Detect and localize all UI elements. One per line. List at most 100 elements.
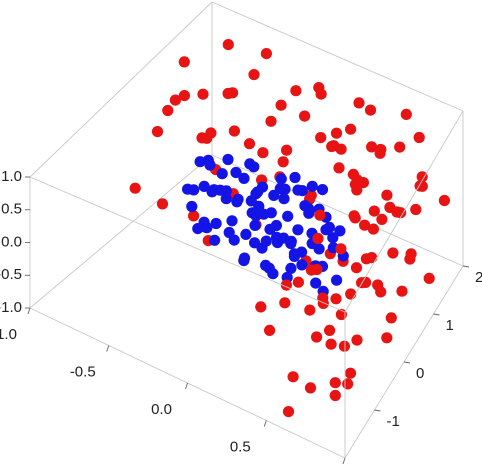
red-data-point <box>396 285 408 297</box>
red-data-point <box>385 312 397 324</box>
red-data-point <box>374 147 386 159</box>
red-data-point <box>313 82 325 94</box>
red-data-point <box>311 263 323 276</box>
red-data-point <box>423 272 435 284</box>
red-data-point <box>366 141 378 153</box>
blue-data-point <box>316 184 329 196</box>
red-data-point <box>335 143 347 155</box>
blue-data-point <box>194 156 206 168</box>
red-data-point <box>330 293 342 305</box>
red-data-point <box>351 184 363 196</box>
box-edge <box>211 154 464 267</box>
red-data-point <box>304 304 316 316</box>
x-tick-label: 0.5 <box>230 438 251 455</box>
blue-data-point <box>238 172 250 184</box>
red-data-point <box>330 127 343 139</box>
blue-data-point <box>292 224 304 236</box>
red-data-point <box>169 94 181 106</box>
red-data-point <box>333 162 345 174</box>
blue-data-point <box>244 158 256 170</box>
red-data-point <box>384 201 396 213</box>
x-tick-mark <box>106 345 110 352</box>
red-data-point <box>345 123 357 135</box>
blue-data-point <box>223 226 235 239</box>
red-data-point <box>387 247 399 259</box>
box-edge <box>344 110 464 313</box>
red-data-point <box>257 147 269 159</box>
blue-data-point <box>282 210 294 222</box>
blue-data-point <box>226 215 238 227</box>
blue-data-point <box>231 196 243 208</box>
blue-data-point <box>331 274 343 286</box>
red-data-point <box>376 213 388 225</box>
red-data-point <box>304 382 317 394</box>
red-data-point <box>162 104 174 117</box>
red-data-point <box>360 276 372 288</box>
red-data-point <box>344 367 357 379</box>
blue-data-point <box>238 255 250 267</box>
red-data-point <box>197 88 209 100</box>
blue-data-point <box>275 173 287 185</box>
red-data-point <box>353 97 365 109</box>
red-data-point <box>151 126 164 138</box>
blue-data-point <box>245 195 257 207</box>
blue-data-point <box>288 250 300 262</box>
red-data-point <box>292 276 304 288</box>
blue-data-point <box>186 200 198 213</box>
red-data-point <box>290 85 302 97</box>
red-data-point <box>400 108 412 120</box>
x-tick-mark <box>342 457 346 465</box>
red-data-point <box>338 340 350 352</box>
red-data-point <box>329 377 341 389</box>
red-data-point <box>345 288 357 300</box>
blue-data-point <box>222 153 234 166</box>
blue-data-point <box>289 171 301 184</box>
y-tick-label: 1 <box>446 317 454 334</box>
red-data-point <box>312 232 324 245</box>
red-data-point <box>243 138 256 150</box>
red-data-point <box>275 99 287 111</box>
red-data-point <box>438 194 450 207</box>
box-edge <box>29 1 213 178</box>
red-data-point <box>410 203 422 216</box>
box-edge <box>29 176 346 313</box>
red-data-point <box>349 212 361 224</box>
red-data-point <box>405 248 417 260</box>
blue-data-point <box>299 200 311 212</box>
red-data-point <box>281 144 293 156</box>
y-tick-mark <box>374 409 381 412</box>
red-data-point <box>351 334 363 346</box>
blue-data-point <box>216 168 228 180</box>
red-data-point <box>260 48 272 60</box>
red-data-point <box>279 297 291 309</box>
x-tick-label: -0.5 <box>70 363 96 380</box>
red-data-point <box>299 110 311 122</box>
red-data-point <box>156 198 169 210</box>
red-data-point <box>342 378 354 390</box>
blue-data-point <box>220 193 232 205</box>
data-points <box>129 39 450 418</box>
red-data-point <box>367 223 379 235</box>
red-data-point <box>324 324 336 336</box>
red-data-point <box>222 39 234 51</box>
red-data-point <box>394 141 406 153</box>
blue-data-point <box>256 181 269 193</box>
y-tick-mark <box>433 313 440 316</box>
blue-data-point <box>206 186 218 198</box>
red-data-point <box>359 219 371 231</box>
red-data-point <box>178 56 190 68</box>
blue-data-point <box>267 268 279 280</box>
red-data-point <box>416 171 428 183</box>
red-data-point <box>255 301 267 313</box>
blue-data-point <box>204 159 216 171</box>
y-tick-mark <box>403 361 411 364</box>
blue-data-point <box>278 232 290 244</box>
red-data-point <box>315 132 327 144</box>
red-data-point <box>314 209 326 221</box>
red-data-point <box>364 104 377 116</box>
box-edge <box>211 1 464 112</box>
red-data-point <box>178 90 190 102</box>
red-data-point <box>205 127 217 139</box>
